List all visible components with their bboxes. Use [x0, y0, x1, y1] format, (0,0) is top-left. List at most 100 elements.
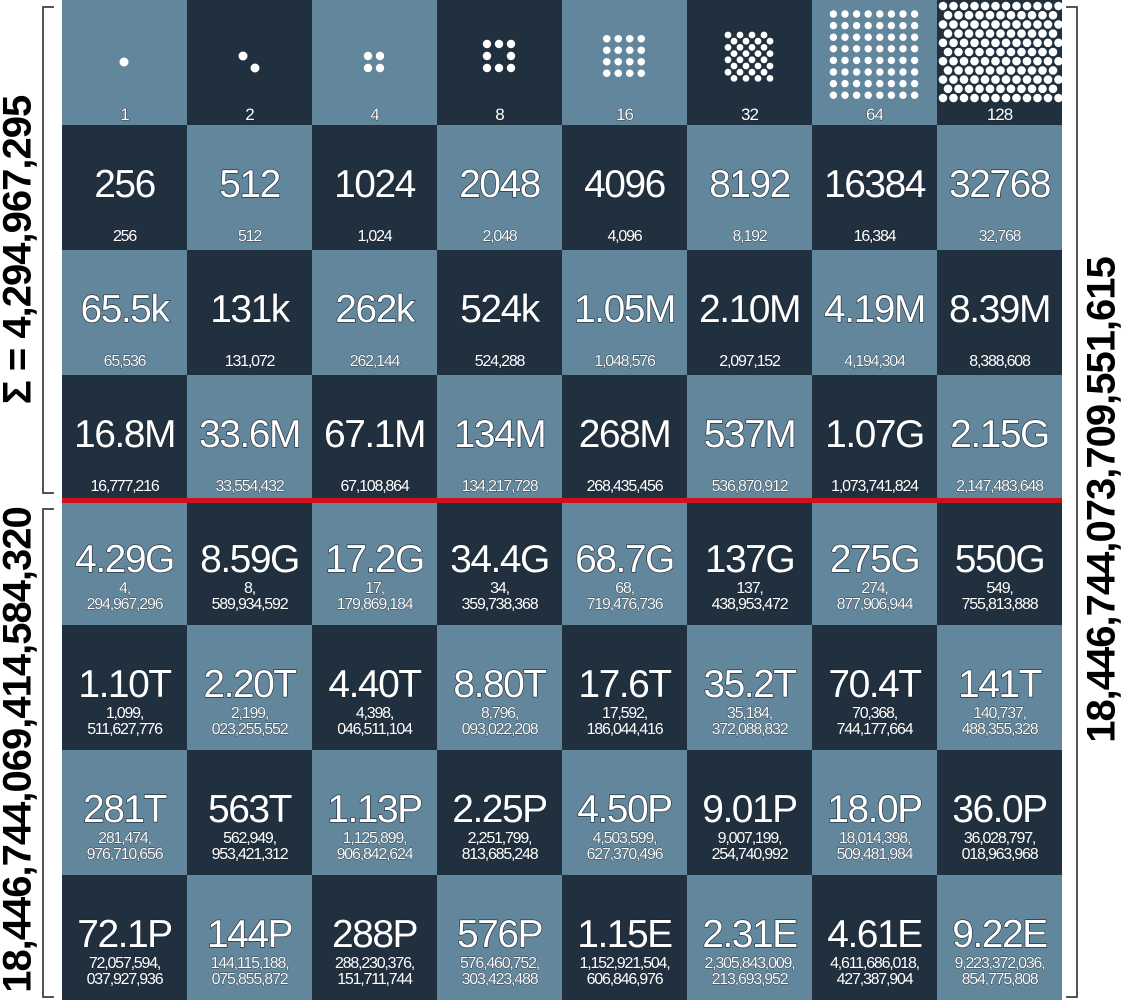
square-r5-c6: 137G 137, 438,953,472	[687, 500, 812, 625]
square-r4-c1: 16.8M 16,777,216	[62, 375, 187, 500]
grain-dot	[996, 84, 1005, 94]
square-abbrev-value: 34.4G	[450, 538, 551, 581]
square-full-value: 140,737, 488,355,328	[961, 705, 1039, 738]
square-r5-c8: 550G 549, 755,813,888	[937, 500, 1062, 625]
square-full-value: 144,115,188, 075,855,872	[210, 955, 290, 988]
grain-dot	[876, 79, 884, 88]
grain-dot	[959, 20, 969, 29]
square-abbrev-value: 1024	[334, 163, 417, 206]
square-abbrev-value: 144P	[206, 913, 294, 956]
grain-dot	[910, 68, 919, 76]
grain-dot	[899, 33, 907, 41]
grain-dot	[1033, 38, 1042, 48]
grain-dot	[736, 44, 744, 51]
square-r8-c8: 9.22E 9,223,372,036, 854,775,808	[937, 875, 1062, 1000]
grain-dot	[841, 79, 849, 88]
square-full-value: 8,192	[732, 228, 768, 245]
grain-dots	[938, 1, 1062, 103]
grain-dot	[991, 20, 1000, 29]
grain-dot	[954, 29, 963, 38]
square-full-value: 72,057,594, 037,927,936	[86, 955, 164, 988]
square-full-value: 34, 359,738,368	[461, 580, 539, 613]
grain-dot	[876, 68, 884, 76]
square-r8-c7: 4.61E 4,611,686,018, 427,387,904	[812, 875, 937, 1000]
grain-dot	[970, 20, 979, 29]
grain-dot	[841, 33, 849, 41]
grain-dot	[975, 10, 984, 20]
grain-dot	[959, 1, 969, 11]
square-abbrev-value: 512	[219, 163, 282, 206]
grain-dot	[852, 56, 861, 65]
grain-dot	[938, 93, 948, 103]
grain-dot	[1017, 29, 1026, 38]
grain-dot	[1038, 47, 1047, 57]
grain-dot	[841, 56, 849, 65]
grain-dot	[1001, 20, 1011, 29]
square-r4-c6: 537M 536,870,912	[687, 375, 812, 500]
square-full-value: 2,097,152	[719, 353, 781, 370]
grain-dot	[1043, 38, 1053, 48]
grain-dot	[910, 91, 919, 99]
grain-dot	[1001, 93, 1011, 103]
grain-dot	[841, 45, 849, 53]
grain-dot	[949, 1, 958, 11]
square-full-value: 131,072	[224, 353, 275, 370]
grain-dot	[766, 50, 774, 57]
square-r5-c3: 17.2G 17, 179,869,184	[312, 500, 437, 625]
square-r6-c5: 17.6T 17,592, 186,044,416	[562, 625, 687, 750]
grain-dot	[760, 31, 768, 39]
grain-dot	[494, 39, 504, 49]
grain-dot	[1033, 75, 1042, 84]
grain-dot	[1022, 93, 1032, 103]
grain-dot	[1054, 20, 1062, 29]
grain-dot	[1054, 38, 1062, 48]
grain-dots	[238, 51, 260, 73]
grain-dot	[975, 66, 984, 75]
grain-dot	[736, 68, 744, 76]
square-r3-c3: 262k 262,144	[312, 250, 437, 375]
grain-dot	[742, 75, 750, 82]
grain-dot	[1033, 56, 1042, 66]
square-r6-c7: 70.4T 70,368, 744,177,664	[812, 625, 937, 750]
grain-dot	[1001, 1, 1011, 11]
square-count-label: 2	[245, 105, 255, 125]
square-abbrev-value: 281T	[82, 788, 168, 831]
square-r4-c4: 134M 134,217,728	[437, 375, 562, 500]
square-r2-c6: 8192 8,192	[687, 125, 812, 250]
square-r3-c2: 131k 131,072	[187, 250, 312, 375]
square-full-value: 1,048,576	[594, 353, 656, 370]
square-r2-c5: 4096 4,096	[562, 125, 687, 250]
square-r1-c5: 16	[562, 0, 687, 125]
grain-dot	[637, 46, 646, 55]
grain-dot	[1038, 84, 1047, 94]
square-full-value: 9,223,372,036, 854,775,808	[954, 955, 1046, 988]
square-abbrev-value: 137G	[704, 538, 796, 581]
grain-dot	[829, 56, 838, 65]
square-abbrev-value: 70.4T	[828, 663, 923, 706]
grain-dot	[760, 56, 768, 64]
square-abbrev-value: 2048	[459, 163, 542, 206]
square-full-value: 68, 719,476,736	[586, 580, 664, 613]
grain-dot	[964, 29, 974, 38]
grain-dot	[1038, 66, 1047, 75]
grain-dot	[1033, 20, 1042, 29]
grain-dot	[943, 29, 953, 38]
square-abbrev-value: 68.7G	[575, 538, 676, 581]
grain-dot	[724, 44, 732, 51]
square-r7-c1: 281T 281,474, 976,710,656	[62, 750, 187, 875]
square-full-value: 512	[237, 228, 263, 245]
square-r1-c4: 8	[437, 0, 562, 125]
grain-dot	[899, 56, 907, 65]
grain-dot	[1001, 56, 1011, 66]
grain-dot	[829, 33, 838, 41]
square-full-value: 137, 438,953,472	[711, 580, 789, 613]
grain-dot	[1048, 10, 1058, 20]
grain-dot	[910, 56, 919, 65]
grain-dot	[1001, 38, 1011, 48]
grain-dot	[363, 63, 373, 73]
grain-dot	[970, 93, 979, 103]
grain-dot	[829, 10, 838, 18]
grain-dot	[1038, 29, 1047, 38]
grain-dot	[841, 10, 849, 18]
grain-dot	[1022, 20, 1032, 29]
